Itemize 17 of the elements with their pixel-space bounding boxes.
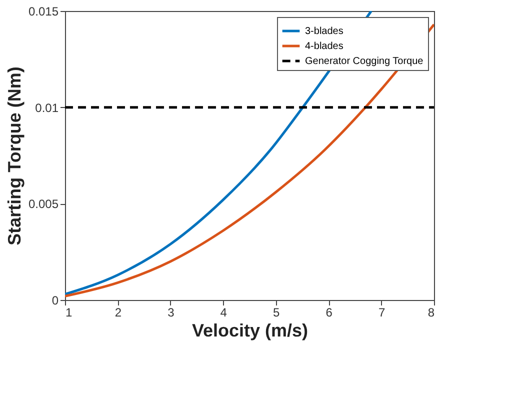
y-tick-label: 0 xyxy=(52,294,59,308)
legend-label: 4-blades xyxy=(305,41,344,52)
x-tick-label: 5 xyxy=(273,306,280,320)
legend-label: 3-blades xyxy=(305,26,344,37)
y-tick-label: 0.015 xyxy=(28,4,59,18)
legend-label: Generator Cogging Torque xyxy=(305,56,424,67)
x-tick-label: 3 xyxy=(168,306,175,320)
x-tick-label: 6 xyxy=(326,306,333,320)
y-tick-label: 0.005 xyxy=(28,197,59,212)
x-tick-label: 8 xyxy=(428,306,435,320)
x-tick-label: 7 xyxy=(378,306,386,320)
x-axis-title: Velocity (m/s) xyxy=(192,320,308,340)
x-tick-label: 1 xyxy=(66,306,72,320)
x-tick-label: 4 xyxy=(220,306,228,320)
x-tick-label: 2 xyxy=(114,306,122,320)
y-axis-title: Starting Torque (Nm) xyxy=(4,66,24,246)
y-tick-label: 0.01 xyxy=(35,100,59,115)
